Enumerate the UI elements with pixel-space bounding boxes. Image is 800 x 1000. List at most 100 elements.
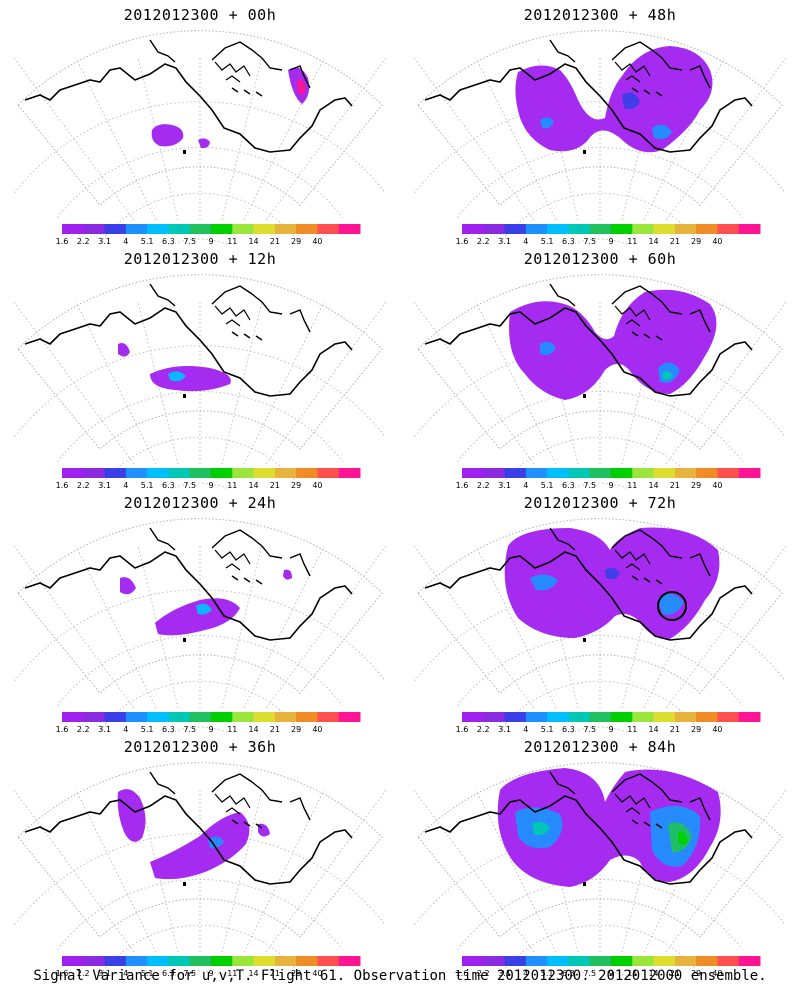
variance-field xyxy=(150,366,231,392)
colorbar-swatch xyxy=(483,468,506,478)
colorbar-label: 2.2 xyxy=(77,725,90,733)
colorbar-label: 9 xyxy=(208,969,213,977)
latitude-gridline xyxy=(99,924,301,975)
map-boundary xyxy=(417,30,783,206)
colorbar-swatch xyxy=(168,956,191,966)
colorbar-label: 40 xyxy=(312,969,322,977)
meridian-gridline xyxy=(221,545,263,709)
coastline xyxy=(149,283,311,341)
arctic-islands xyxy=(614,793,651,815)
variance-field xyxy=(283,569,292,580)
colorbar-label: 6.3 xyxy=(562,481,575,489)
colorbar-label: 14 xyxy=(248,481,258,489)
map-panel: 2012012300 + 84h 1.6 2.2 3.1 4 5.1 6.3 7.5 9 11 14… xyxy=(400,732,800,977)
colorbar-swatch xyxy=(147,468,169,478)
colorbar-label: 29 xyxy=(291,725,301,733)
map-panel: 2012012300 + 48h 1.6 2.2 3.1 4 5.1 6.3 7.5 9 11 14… xyxy=(400,0,800,245)
colorbar-swatch xyxy=(525,468,548,478)
arctic-islands xyxy=(214,305,251,327)
colorbar-label: 1.6 xyxy=(456,481,469,489)
colorbar-label: 40 xyxy=(312,237,322,245)
latitude-gridline xyxy=(499,924,701,975)
colorbar-label: 21 xyxy=(670,237,680,245)
meridian-gridline xyxy=(265,57,387,221)
meridian-gridline xyxy=(13,789,135,953)
colorbar-label: 4 xyxy=(523,237,528,245)
colorbar-label: 1.6 xyxy=(56,237,69,245)
colorbar-swatch xyxy=(653,468,676,478)
variance-field xyxy=(151,124,184,147)
colorbar-label: 14 xyxy=(648,237,658,245)
colorbar-label: 7.5 xyxy=(583,969,596,977)
colorbar-label: 11 xyxy=(227,237,237,245)
colorbar-swatch xyxy=(462,468,484,478)
panel-title: 2012012300 + 72h xyxy=(523,494,677,512)
latitude-gridline xyxy=(14,345,386,437)
colorbar-label: 3.1 xyxy=(98,237,111,245)
colorbar-swatch xyxy=(232,468,255,478)
variance-field xyxy=(117,789,146,842)
latitude-gridline xyxy=(414,833,786,925)
colorbar-label: 5.1 xyxy=(141,237,154,245)
colorbar-swatch xyxy=(168,224,191,234)
panel-title: 2012012300 + 12h xyxy=(123,250,277,268)
colorbar-label: 6.3 xyxy=(162,237,175,245)
polar-map: 1.6 2.2 3.1 4 5.1 6.3 7.5 9 11 14 21 29 40 xyxy=(13,518,387,733)
colorbar-swatch xyxy=(211,712,233,722)
colorbar-label: 6.3 xyxy=(162,969,175,977)
variance-field xyxy=(515,46,713,153)
colorbar-swatch xyxy=(738,468,761,478)
colorbar-label: 3.1 xyxy=(98,725,111,733)
colorbar-label: 40 xyxy=(312,481,322,489)
colorbar-swatch xyxy=(611,956,633,966)
coastline xyxy=(549,283,711,341)
meridian-gridline xyxy=(665,57,787,221)
colorbar-label: 3.1 xyxy=(498,237,511,245)
colorbar-swatch xyxy=(125,468,148,478)
meridian-gridline xyxy=(413,545,535,709)
polar-map: 1.6 2.2 3.1 4 5.1 6.3 7.5 9 11 14 21 29 40 xyxy=(13,274,387,489)
colorbar-label: 29 xyxy=(691,969,701,977)
map-panel: 2012012300 + 60h 1.6 2.2 3.1 4 5.1 6.3 7.5 9 11 14… xyxy=(400,244,800,489)
latitude-gridline xyxy=(99,680,301,731)
colorbar-swatch xyxy=(632,224,655,234)
colorbar-swatch xyxy=(483,712,506,722)
colorbar-label: 5.1 xyxy=(541,237,554,245)
colorbar-swatch xyxy=(653,224,676,234)
colorbar-label: 9 xyxy=(208,725,213,733)
colorbar-label: 40 xyxy=(712,725,722,733)
colorbar-label: 5.1 xyxy=(141,725,154,733)
figure-caption: Signal Variance for u,v,T. Flight 61. Ob… xyxy=(33,968,767,984)
colorbar-label: 2.2 xyxy=(477,969,490,977)
colorbar-swatch xyxy=(696,468,718,478)
colorbar-label: 4 xyxy=(523,969,528,977)
colorbar-swatch xyxy=(525,224,548,234)
meridian-gridline xyxy=(665,789,787,953)
coastline xyxy=(549,39,711,97)
colorbar-swatch xyxy=(211,468,233,478)
colorbar-label: 9 xyxy=(608,969,613,977)
meridian-gridline xyxy=(413,789,535,953)
colorbar-label: 40 xyxy=(712,969,722,977)
latitude-gridline xyxy=(499,192,701,243)
colorbar-label: 21 xyxy=(270,481,280,489)
colorbar-swatch xyxy=(253,468,276,478)
map-boundary xyxy=(417,518,783,694)
colorbar-label: 7.5 xyxy=(583,237,596,245)
colorbar-swatch xyxy=(232,956,255,966)
colorbar-label: 40 xyxy=(712,481,722,489)
latitude-gridline xyxy=(499,436,701,487)
colorbar-swatch xyxy=(274,712,297,722)
polar-map: 1.6 2.2 3.1 4 5.1 6.3 7.5 9 11 14 21 29 40 xyxy=(13,762,387,977)
latitude-gridline xyxy=(14,589,386,681)
latitude-gridline xyxy=(99,192,301,243)
colorbar-label: 4 xyxy=(123,237,128,245)
variance-field xyxy=(532,821,550,836)
arctic-islands xyxy=(214,793,251,815)
colorbar-swatch xyxy=(611,224,633,234)
colorbar-label: 2.2 xyxy=(77,237,90,245)
colorbar-swatch xyxy=(296,224,318,234)
colorbar-label: 40 xyxy=(712,237,722,245)
colorbar-swatch xyxy=(296,956,318,966)
colorbar-label: 11 xyxy=(227,725,237,733)
